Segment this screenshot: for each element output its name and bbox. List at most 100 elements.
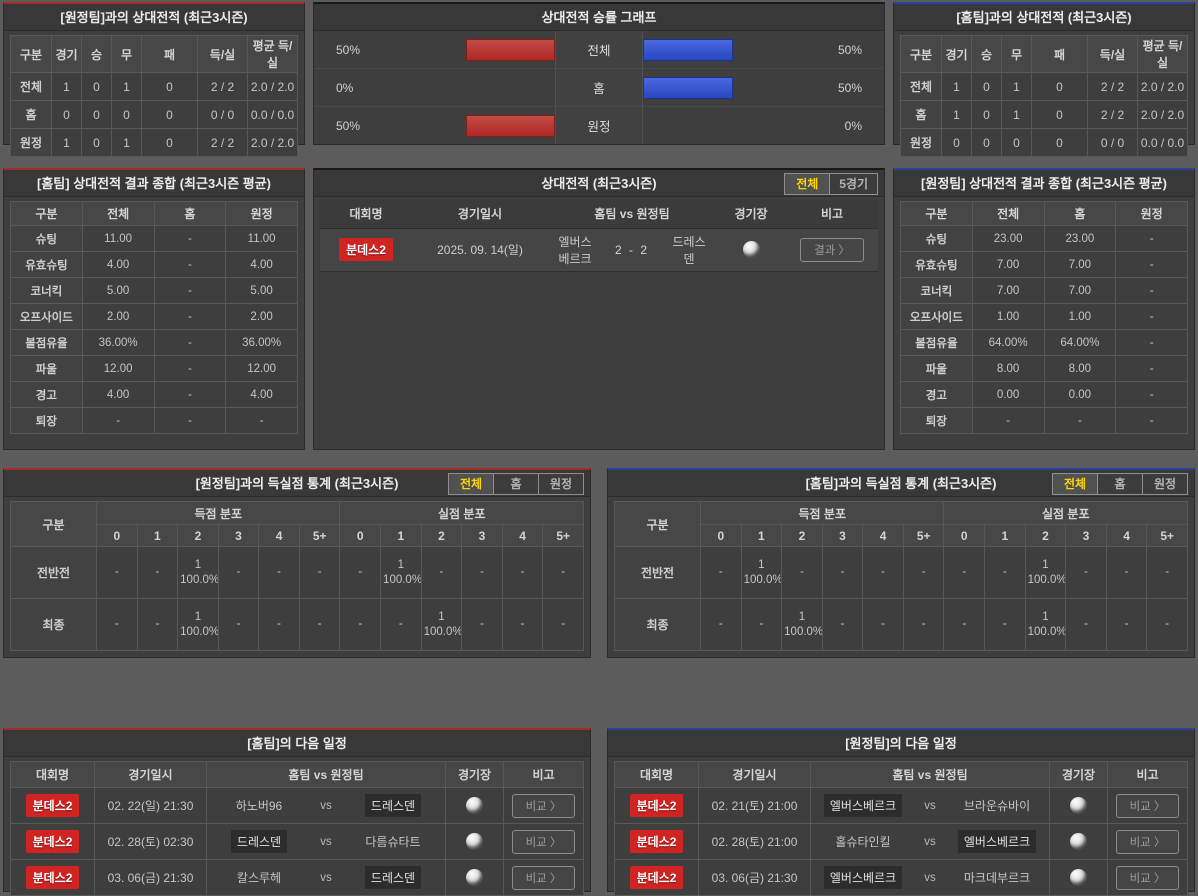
compare-button[interactable]: 비교 〉 (511, 829, 576, 854)
dist-cell: - (420, 546, 463, 599)
cell-total: 1.00 (971, 303, 1045, 330)
dist-cell: 1 100.0% (1024, 598, 1067, 651)
cell-wins: 0 (81, 128, 112, 157)
schedule-row: 분데스2 03. 06(금) 21:30 칼스루헤 vs 드레스덴 비교 〉 (10, 859, 584, 896)
column-header-note: 비고 (786, 200, 878, 229)
h2h-vs-home-panel: [홈팀]과의 상대전적 (최근3시즌) 구분 경기 승 무 패 득/실 평균 득/실 전체 … (893, 2, 1195, 157)
home-bar-track (376, 69, 555, 106)
cell-away: - (1115, 225, 1188, 252)
row-label: 슈팅 (900, 225, 973, 252)
table-row: 유효슈팅 7.00 7.00 - (900, 251, 1188, 278)
column-header: 경기 (51, 35, 82, 73)
cell-draws: 1 (111, 72, 142, 101)
home-bar-track (376, 31, 555, 68)
column-header: 원정 (1115, 201, 1188, 226)
tab[interactable]: 홈 (1097, 473, 1143, 495)
compare-button[interactable]: 비교 〉 (511, 793, 576, 818)
tab[interactable]: 전체 (784, 173, 831, 195)
cell-away: 5.00 (225, 277, 298, 304)
score-column-header: 1 (740, 524, 783, 547)
score-column-header: 4 (258, 524, 300, 547)
cell-away: - (1115, 381, 1188, 408)
stadium-icon[interactable] (1070, 833, 1087, 850)
stadium-icon[interactable] (466, 797, 483, 814)
stadium-icon[interactable] (742, 241, 760, 258)
result-button[interactable]: 결과 〉 (800, 237, 864, 262)
dist-cell: 1 100.0% (781, 598, 823, 651)
summary-home-panel: [홈팀] 상대전적 결과 종합 (최근3시즌 평균) 구분 전체 홈 원정 슈팅 11… (3, 168, 305, 450)
cell-total: 7.00 (971, 251, 1045, 278)
dist-cell: - (1105, 546, 1148, 599)
table-header-row: 구분 경기 승 무 패 득/실 평균 득/실 (900, 35, 1188, 73)
match-row: 분데스2 2025. 09. 14(일) 엘버스베르크 2 - 2 드레스덴 (320, 228, 878, 272)
compare-button[interactable]: 비교 〉 (511, 865, 576, 890)
dist-cell: - (380, 598, 422, 651)
cell-wins: 0 (971, 72, 1002, 101)
row-label: 코너킥 (10, 277, 83, 304)
schedule-row: 분데스2 02. 21(토) 21:00 엘버스베르크 vs 브라운슈바이 비 (614, 787, 1188, 824)
schedule-home-table: 대회명 경기일시 홈팀 vs 원정팀 경기장 비고 분데스2 02. 22(일)… (10, 761, 584, 896)
cell-home: - (153, 329, 227, 356)
dist-cell: - (862, 598, 904, 651)
table-row: 유효슈팅 4.00 - 4.00 (10, 251, 298, 278)
row-label: 전체 (900, 72, 942, 101)
dist-cell: - (984, 546, 1026, 599)
cell-total: 2.00 (81, 303, 155, 330)
cell-avg-goals: 2.0 / 2.0 (1137, 100, 1188, 129)
dist-cell: - (740, 598, 783, 651)
cell-games: 1 (941, 100, 972, 129)
stadium-icon[interactable] (466, 833, 483, 850)
tab[interactable]: 원정 (538, 473, 584, 495)
table-row: 슈팅 11.00 - 11.00 (10, 225, 298, 252)
dist-cell: - (461, 598, 503, 651)
compare-button[interactable]: 비교 〉 (1115, 793, 1180, 818)
tab[interactable]: 5경기 (829, 173, 878, 195)
tab[interactable]: 전체 (448, 473, 494, 495)
stadium-icon[interactable] (466, 869, 483, 886)
schedule-away-table: 대회명 경기일시 홈팀 vs 원정팀 경기장 비고 분데스2 02. 21(토)… (614, 761, 1188, 896)
league-badge: 분데스2 (629, 830, 684, 853)
goals-vs-away-panel: [원정팀]과의 득실점 통계 (최근3시즌) 전체 홈 원정 구분 득점 분포 실점… (3, 468, 591, 658)
cell-away: - (1115, 407, 1188, 434)
column-header-league: 대회명 (614, 761, 699, 788)
match-teams: 엘버스베르크 vs 브라운슈바이 (813, 794, 1047, 817)
cell-avg-goals: 2.0 / 2.0 (1137, 72, 1188, 101)
column-header: 무 (1001, 35, 1032, 73)
table-row: 파울 8.00 8.00 - (900, 355, 1188, 382)
cell-total: 64.00% (971, 329, 1045, 356)
row-label: 원정 (900, 128, 942, 157)
goals-vs-away-table: 구분 득점 분포 실점 분포 0 1 2 3 4 5+ 0 1 2 3 4 5+ 전반전 - - (10, 501, 584, 651)
score-cols-row: 0 1 2 3 4 5+ 0 1 2 3 4 5+ (615, 524, 1188, 547)
cell-home: 7.00 (1043, 251, 1117, 278)
table-row: 전반전 - 1 100.0% - - - - - - 1 100.0% - - (614, 546, 1188, 599)
cell-home: 7.00 (1043, 277, 1117, 304)
row-label: 슈팅 (10, 225, 83, 252)
row-label: 오프사이드 (900, 303, 973, 330)
score-column-header: 5+ (542, 524, 584, 547)
panel-title-text: [원정팀]과의 득실점 통계 (최근3시즌) (195, 476, 399, 491)
tab[interactable]: 홈 (493, 473, 539, 495)
row-label: 경고 (10, 381, 83, 408)
dist-cell: - (943, 546, 986, 599)
league-badge: 분데스2 (25, 830, 80, 853)
column-header: 평균 득/실 (247, 35, 298, 73)
home-team-name: 홀슈타인킬 (835, 835, 891, 849)
cell-wins: 0 (81, 72, 112, 101)
away-team-name: 다름슈타트 (365, 835, 421, 849)
stadium-icon[interactable] (1070, 869, 1087, 886)
compare-button[interactable]: 비교 〉 (1115, 829, 1180, 854)
stadium-icon[interactable] (1070, 797, 1087, 814)
tab[interactable]: 전체 (1052, 473, 1098, 495)
compare-button[interactable]: 비교 〉 (1115, 865, 1180, 890)
dist-cell: - (298, 598, 341, 651)
table-header-row: 구분 전체 홈 원정 (900, 201, 1188, 226)
column-header-note: 비고 (1107, 761, 1188, 788)
vs-label: vs (924, 799, 936, 812)
home-win-bar (465, 114, 555, 137)
column-header-datetime: 경기일시 (412, 200, 548, 229)
h2h-vs-home-table: 구분 경기 승 무 패 득/실 평균 득/실 전체 1 0 1 0 2 / 2 2.0 / … (900, 35, 1188, 157)
dist-cell: - (258, 546, 300, 599)
tab[interactable]: 원정 (1142, 473, 1188, 495)
conceded-group-header: 실점 분포 (339, 501, 584, 525)
score-column-header: 5+ (298, 524, 341, 547)
